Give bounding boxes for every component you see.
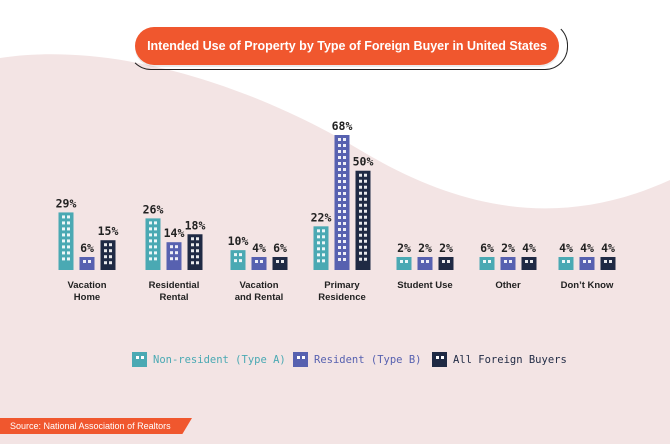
data-label: 50% xyxy=(353,155,374,169)
category-label: Residential xyxy=(149,280,200,291)
data-label: 15% xyxy=(98,224,119,238)
category-label: Primary xyxy=(324,280,360,291)
legend: Non-resident (Type A) Resident (Type B) … xyxy=(0,352,670,372)
bar xyxy=(521,257,537,270)
source-note: Source: National Association of Realtors xyxy=(0,418,192,434)
legend-item-non-resident: Non-resident (Type A) xyxy=(132,352,286,367)
title-outline xyxy=(128,22,568,70)
data-label: 2% xyxy=(418,241,432,255)
bar xyxy=(438,257,454,270)
bar xyxy=(230,250,246,270)
category-label: Vacation xyxy=(67,280,106,291)
building-icon xyxy=(293,352,308,367)
bar xyxy=(396,257,412,270)
bar xyxy=(251,257,267,270)
bar xyxy=(145,218,161,270)
data-label: 2% xyxy=(439,241,453,255)
data-label: 4% xyxy=(559,241,573,255)
data-label: 14% xyxy=(164,226,185,240)
data-label: 26% xyxy=(143,202,164,216)
legend-item-resident: Resident (Type B) xyxy=(293,352,421,367)
data-label: 10% xyxy=(228,234,249,248)
category-label: Rental xyxy=(159,292,188,303)
bar xyxy=(600,257,616,270)
data-label: 2% xyxy=(501,241,515,255)
bar xyxy=(558,257,574,270)
legend-label: Resident (Type B) xyxy=(314,353,422,366)
data-label: 68% xyxy=(332,119,353,133)
legend-label: Non-resident (Type A) xyxy=(153,353,286,366)
category-label: Don’t Know xyxy=(561,280,614,291)
bar xyxy=(58,212,74,270)
category-label: Vacation xyxy=(239,280,278,291)
data-label: 29% xyxy=(56,196,77,210)
data-label: 22% xyxy=(311,210,332,224)
bar xyxy=(100,240,116,270)
data-label: 6% xyxy=(273,241,287,255)
data-label: 18% xyxy=(185,218,206,232)
bar xyxy=(187,234,203,270)
bar xyxy=(313,226,329,270)
bar xyxy=(166,242,182,270)
data-label: 4% xyxy=(522,241,536,255)
category-label: Residence xyxy=(318,292,366,303)
category-label: Other xyxy=(495,280,521,291)
data-label: 4% xyxy=(580,241,594,255)
data-label: 4% xyxy=(601,241,615,255)
bar xyxy=(500,257,516,270)
bar xyxy=(334,135,350,270)
bar xyxy=(272,257,288,270)
category-label: Student Use xyxy=(397,280,452,291)
legend-label: All Foreign Buyers xyxy=(453,353,567,366)
building-icon xyxy=(132,352,147,367)
legend-item-all-buyers: All Foreign Buyers xyxy=(432,352,567,367)
bar xyxy=(479,257,495,270)
bar xyxy=(79,257,95,270)
bar xyxy=(417,257,433,270)
category-label: Home xyxy=(74,292,100,303)
data-label: 6% xyxy=(480,241,494,255)
building-icon xyxy=(432,352,447,367)
category-label: and Rental xyxy=(235,292,284,303)
bar xyxy=(579,257,595,270)
data-label: 4% xyxy=(252,241,266,255)
bar xyxy=(355,170,371,270)
chart-title: Intended Use of Property by Type of Fore… xyxy=(135,27,559,65)
data-label: 6% xyxy=(80,241,94,255)
data-label: 2% xyxy=(397,241,411,255)
